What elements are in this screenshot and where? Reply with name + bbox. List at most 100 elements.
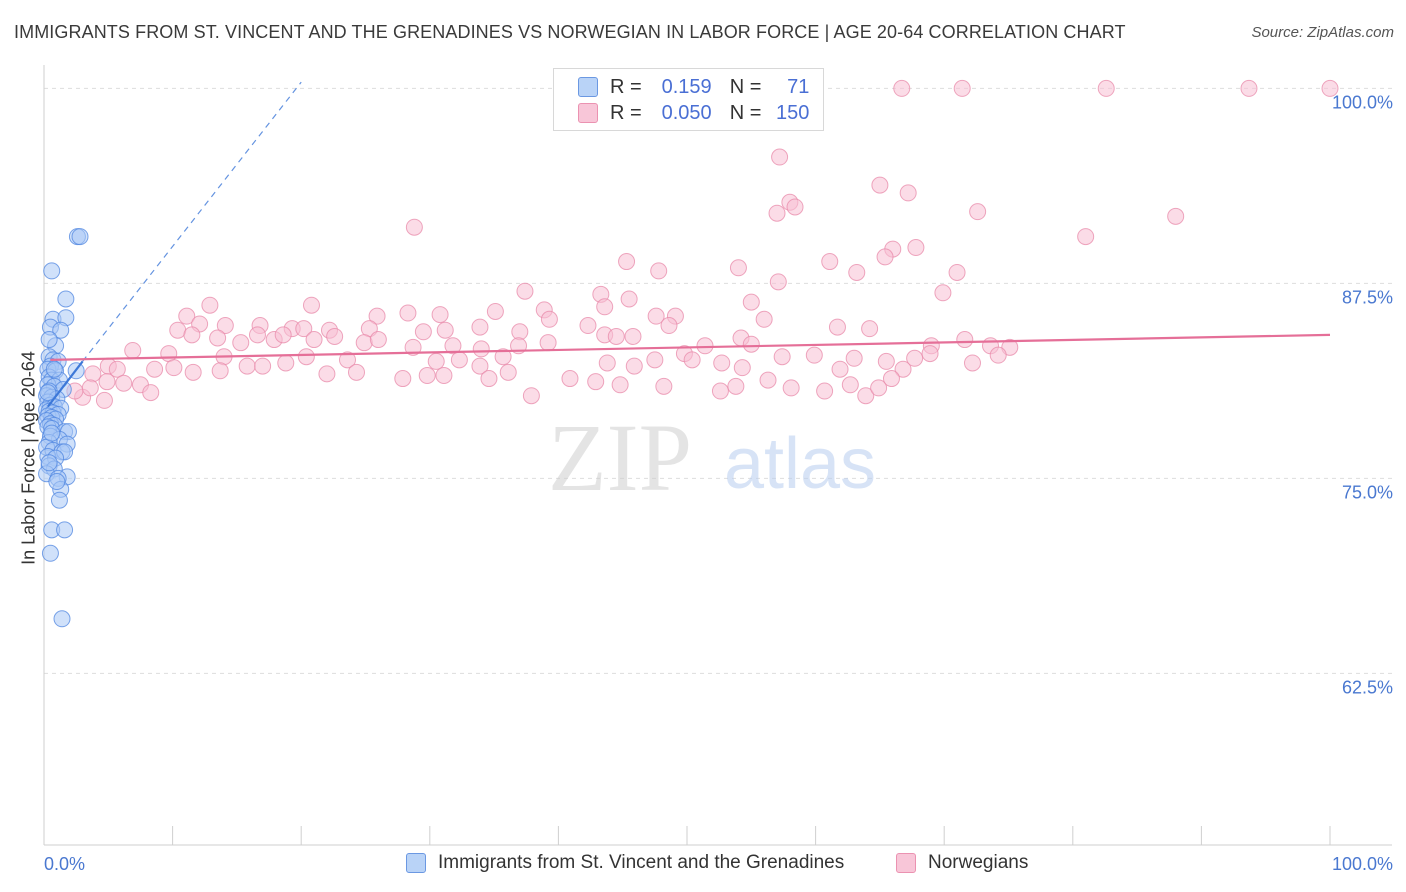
data-point-pink xyxy=(647,307,665,325)
data-point-pink xyxy=(773,348,791,366)
data-point-pink xyxy=(845,349,863,367)
data-point-pink xyxy=(611,376,629,394)
data-point-pink xyxy=(618,253,636,271)
data-point-pink xyxy=(295,320,313,338)
data-point-pink xyxy=(1240,79,1258,97)
data-point-blue xyxy=(41,544,59,562)
tick-labels: 62.5% 75.0% 87.5% 100.0% 0.0% 100.0% xyxy=(44,92,1393,874)
data-point-pink xyxy=(347,363,365,381)
data-point-pink xyxy=(238,357,256,375)
data-point-blue xyxy=(52,321,70,339)
data-point-blue xyxy=(43,424,61,442)
data-point-pink xyxy=(816,382,834,400)
data-point-pink xyxy=(768,204,786,222)
data-point-pink xyxy=(540,310,558,328)
data-point-pink xyxy=(427,352,445,370)
data-point-pink xyxy=(934,284,952,302)
data-point-pink xyxy=(871,176,889,194)
data-point-pink xyxy=(598,354,616,372)
data-point-pink xyxy=(782,379,800,397)
data-point-pink xyxy=(302,296,320,314)
data-point-pink xyxy=(742,335,760,353)
data-point-pink xyxy=(305,331,323,349)
data-point-pink xyxy=(907,239,925,257)
data-point-pink xyxy=(956,331,974,349)
data-point-pink xyxy=(1097,79,1115,97)
data-point-pink xyxy=(733,359,751,377)
data-point-pink xyxy=(1077,228,1095,246)
data-point-pink xyxy=(805,346,823,364)
legend-r-label: R = xyxy=(610,75,642,98)
data-point-pink xyxy=(953,79,971,97)
data-point-pink xyxy=(369,331,387,349)
bottom-legend-label-blue: Immigrants from St. Vincent and the Gren… xyxy=(438,852,845,873)
data-point-pink xyxy=(755,310,773,328)
data-point-pink xyxy=(655,377,673,395)
data-point-pink xyxy=(587,373,605,391)
data-point-pink xyxy=(742,293,760,311)
axes xyxy=(43,65,1392,846)
data-point-pink xyxy=(561,370,579,388)
trend-line-pink xyxy=(50,333,1331,361)
data-point-pink xyxy=(274,326,292,344)
data-point-pink xyxy=(625,357,643,375)
data-point-pink xyxy=(183,326,201,344)
legend-r-label: R = xyxy=(610,101,642,124)
data-point-pink xyxy=(450,351,468,369)
watermark: ZIP atlas xyxy=(548,404,876,511)
data-point-pink xyxy=(211,362,229,380)
data-point-blue xyxy=(45,360,63,378)
data-point-pink xyxy=(713,354,731,372)
data-point-pink xyxy=(444,337,462,355)
data-point-blue xyxy=(40,454,58,472)
legend-n-value: 71 xyxy=(787,75,810,98)
data-point-pink xyxy=(948,263,966,281)
data-point-blue xyxy=(48,473,66,491)
source-credit: Source: ZipAtlas.com xyxy=(1251,24,1394,41)
data-point-pink xyxy=(399,304,417,322)
data-point-pink xyxy=(115,374,133,392)
data-point-pink xyxy=(184,363,202,381)
data-point-pink xyxy=(435,366,453,384)
data-point-pink xyxy=(877,352,895,370)
grid-lines xyxy=(44,87,1392,674)
data-points xyxy=(38,79,1339,628)
data-point-pink xyxy=(108,360,126,378)
data-point-pink xyxy=(729,259,747,277)
data-point-pink xyxy=(831,360,849,378)
data-point-pink xyxy=(624,327,642,345)
data-point-pink xyxy=(989,346,1007,364)
data-point-pink xyxy=(404,338,422,356)
data-point-pink xyxy=(848,263,866,281)
data-point-pink xyxy=(882,370,900,388)
x-tick-label: 0.0% xyxy=(44,854,85,874)
data-point-pink xyxy=(828,318,846,336)
data-point-pink xyxy=(405,218,423,236)
data-point-pink xyxy=(494,348,512,366)
data-point-pink xyxy=(899,184,917,202)
data-point-pink xyxy=(480,370,498,388)
data-point-pink xyxy=(516,282,534,300)
data-point-pink xyxy=(969,203,987,221)
data-point-pink xyxy=(355,334,373,352)
legend-r-value: 0.050 xyxy=(661,101,712,124)
data-point-pink xyxy=(201,296,219,314)
data-point-pink xyxy=(178,307,196,325)
data-point-blue xyxy=(40,331,58,349)
data-point-pink xyxy=(277,354,295,372)
trend-lines xyxy=(46,81,1331,408)
data-point-pink xyxy=(596,298,614,316)
data-point-blue xyxy=(57,290,75,308)
bottom-legend-series1: Immigrants from St. Vincent and the Gren… xyxy=(406,852,844,874)
data-point-pink xyxy=(318,365,336,383)
data-point-pink xyxy=(921,345,939,363)
data-point-pink xyxy=(254,357,272,375)
data-point-blue xyxy=(39,384,57,402)
data-point-pink xyxy=(727,377,745,395)
data-point-pink xyxy=(522,387,540,405)
data-point-pink xyxy=(857,387,875,405)
data-point-pink xyxy=(861,320,879,338)
data-point-pink xyxy=(142,384,160,402)
data-point-pink xyxy=(84,365,102,383)
